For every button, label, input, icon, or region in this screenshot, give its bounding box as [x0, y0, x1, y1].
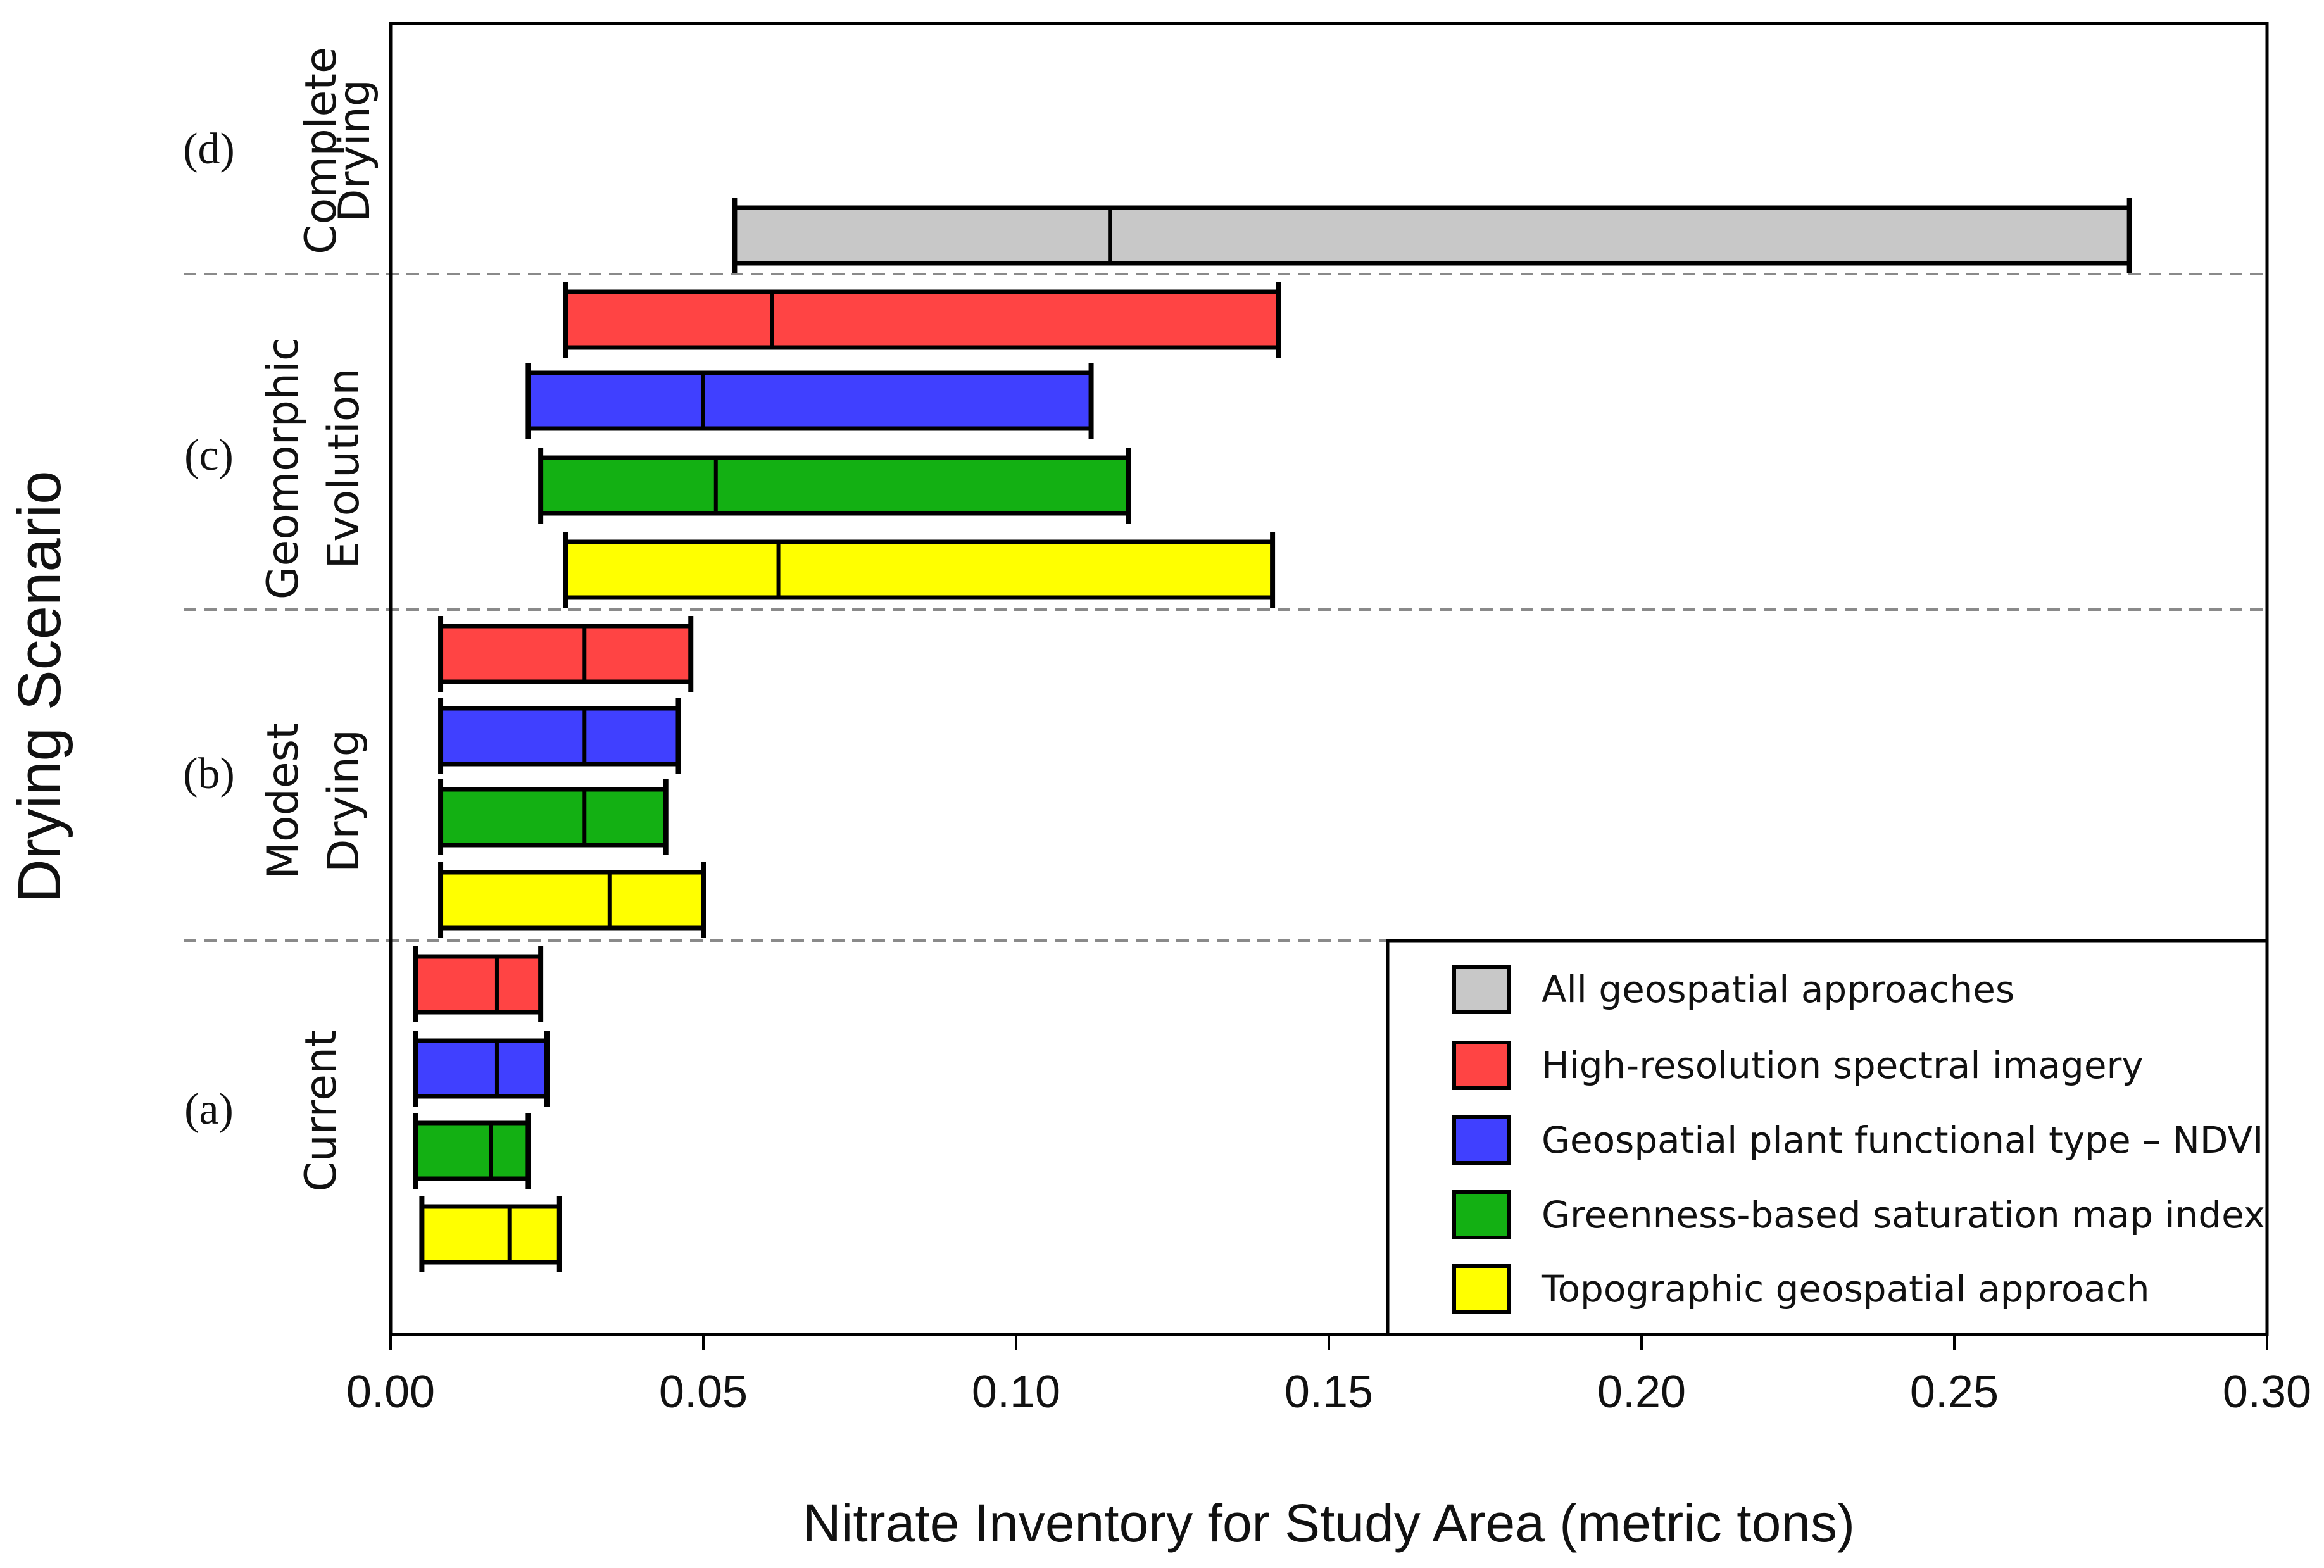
range-bar-body — [413, 1038, 550, 1099]
x-axis-title: Nitrate Inventory for Study Area (metric… — [803, 1493, 1855, 1553]
range-bar-topo — [563, 532, 1276, 608]
range-bar-body — [563, 289, 1281, 350]
legend-item-ndvi: Geospatial plant functional type – NDVI — [1452, 1115, 2263, 1165]
x-tick-label: 0.00 — [346, 1367, 435, 1417]
group-name-label: Drying — [319, 729, 369, 872]
range-bar-green — [438, 779, 669, 855]
legend-swatch — [1452, 1190, 1511, 1239]
range-bar-body — [413, 1120, 531, 1181]
group-letter-label: (d) — [183, 125, 235, 173]
range-bar-ndvi — [413, 1031, 550, 1107]
legend-swatch — [1452, 1041, 1511, 1090]
legend-swatch — [1452, 965, 1511, 1014]
x-tick-label: 0.30 — [2223, 1367, 2311, 1417]
legend-item-all: All geospatial approaches — [1452, 965, 2014, 1014]
legend-item-topo: Topographic geospatial approach — [1452, 1264, 2150, 1314]
range-bar-body — [538, 455, 1131, 516]
legend-label: Greenness-based saturation map index — [1542, 1193, 2265, 1236]
x-tick-label: 0.20 — [1597, 1367, 1686, 1417]
range-bar-body — [438, 787, 669, 848]
bars — [413, 198, 2132, 1272]
range-bar-body — [438, 870, 706, 931]
range-bar-green — [538, 448, 1131, 524]
legend-box — [1386, 939, 2269, 1336]
legend-label: Topographic geospatial approach — [1541, 1267, 2150, 1310]
group-name-label: Complete — [296, 47, 346, 254]
range-bar-all — [732, 198, 2132, 273]
group-name-label: Current — [296, 1030, 346, 1191]
legend-label: All geospatial approaches — [1542, 968, 2014, 1011]
range-bar-body — [438, 624, 693, 684]
range-bar-body — [563, 539, 1275, 600]
range-bar-topo — [438, 862, 706, 938]
group-letter-label: (b) — [183, 750, 235, 798]
range-bar-green — [413, 1113, 531, 1189]
x-tick-label: 0.10 — [972, 1367, 1060, 1417]
x-tick-label: 0.05 — [659, 1367, 748, 1417]
group-name-label: Evolution — [319, 368, 369, 568]
range-bar-body — [413, 954, 543, 1015]
range-bar-body — [732, 205, 2132, 266]
group-separators — [184, 273, 2267, 942]
range-bar-body — [525, 370, 1094, 431]
range-bar-ndvi — [525, 363, 1094, 439]
legend-label: Geospatial plant functional type – NDVI — [1542, 1119, 2263, 1162]
legend-swatch — [1452, 1115, 1511, 1165]
group-letter-label: (c) — [184, 431, 234, 480]
range-bar-topo — [419, 1196, 562, 1272]
legend-item-green: Greenness-based saturation map index — [1452, 1190, 2265, 1239]
group-name-label: Geomorphic — [258, 337, 308, 599]
range-bar-body — [419, 1204, 562, 1265]
range-bar-hr — [563, 282, 1281, 358]
x-axis: 0.00 0.05 0.10 0.15 0.20 0.25 0.30 — [346, 1334, 2311, 1417]
range-bar-body — [438, 706, 681, 767]
legend-item-hr: High-resolution spectral imagery — [1452, 1041, 2144, 1090]
group-name-label: Drying — [330, 79, 380, 222]
legend: All geospatial approaches High-resolution… — [1386, 939, 2269, 1336]
legend-swatch — [1452, 1264, 1511, 1314]
group-letter-label: (a) — [184, 1085, 234, 1134]
range-bar-hr — [438, 616, 694, 692]
x-tick-label: 0.25 — [1910, 1367, 1999, 1417]
range-bar-ndvi — [438, 698, 681, 774]
x-tick-label: 0.15 — [1284, 1367, 1373, 1417]
range-bar-hr — [413, 946, 544, 1022]
group-name-label: Modest — [258, 722, 308, 879]
y-axis-title: Drying Scenario — [6, 471, 73, 903]
legend-label: High-resolution spectral imagery — [1542, 1044, 2144, 1087]
